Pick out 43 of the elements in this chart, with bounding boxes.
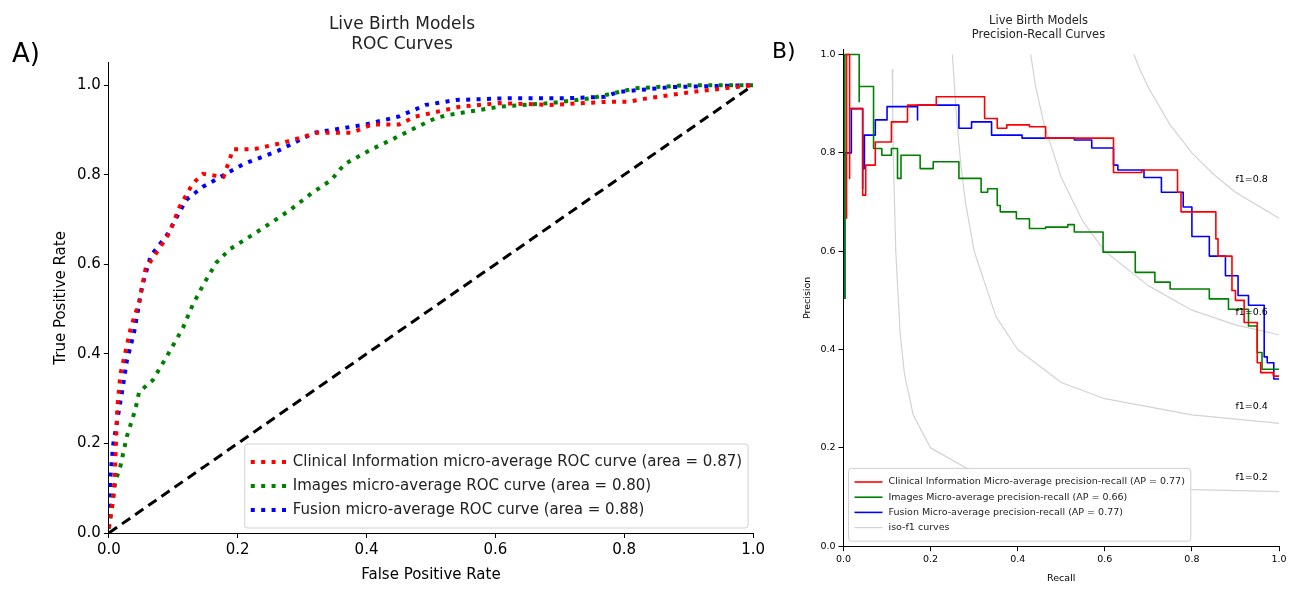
x-axis-title: Recall <box>1047 571 1076 583</box>
legend-label: Clinical Information Micro-average precision-recall (AP = 0.77) <box>888 475 1185 487</box>
y-tick-label: 0.2 <box>820 441 836 453</box>
y-tick-label: 0.8 <box>820 146 836 158</box>
chart-subtitle: Precision-Recall Curves <box>971 26 1106 41</box>
x-tick-label: 0.2 <box>225 539 250 558</box>
text: B) <box>772 38 796 63</box>
x-tick-label: 0.6 <box>483 539 508 558</box>
legend-label: Fusion micro-average ROC curve (area = 0.88) <box>292 499 645 518</box>
legend-label: iso-f1 curves <box>888 521 950 533</box>
legend-label: Clinical Information micro-average ROC curve (area = 0.87) <box>292 451 743 470</box>
x-tick-label: 0.2 <box>923 553 939 565</box>
y-tick-label: 0.2 <box>77 433 101 452</box>
chart-subtitle: ROC Curves <box>351 33 453 54</box>
y-tick-label: 0.8 <box>77 164 101 183</box>
x-tick-label: 0.0 <box>96 539 121 558</box>
x-tick-label: 0.8 <box>612 539 637 558</box>
legend-label: Fusion Micro-average precision-recall (AP = 0.77) <box>888 505 1123 517</box>
y-tick-label: 1.0 <box>77 75 101 94</box>
y-axis-title: True Positive Rate <box>50 231 69 366</box>
y-tick-label: 0.0 <box>77 522 101 541</box>
chart-title: Live Birth Models <box>989 12 1088 27</box>
annotation: f1=0.8 <box>1235 172 1268 184</box>
chart-title: Live Birth Models <box>328 12 476 33</box>
y-tick-label: 0.6 <box>820 244 836 256</box>
annotation: f1=0.2 <box>1235 471 1268 483</box>
y-axis-title: Precision <box>801 276 813 320</box>
y-tick-label: 1.0 <box>820 47 836 59</box>
legend-label: Images Micro-average precision-recall (AP = 0.66) <box>888 490 1128 502</box>
x-tick-label: 1.0 <box>1271 553 1287 565</box>
x-tick-label: 1.0 <box>741 539 765 558</box>
annotation: f1=0.4 <box>1235 399 1268 411</box>
x-axis-title: False Positive Rate <box>361 564 501 583</box>
x-tick-label: 0.0 <box>835 553 852 565</box>
x-tick-label: 0.4 <box>354 539 379 558</box>
y-tick-label: 0.4 <box>820 343 836 354</box>
x-tick-label: 0.4 <box>1010 553 1026 565</box>
x-tick-label: 0.6 <box>1097 553 1113 565</box>
text: A) <box>12 38 40 68</box>
y-tick-label: 0.6 <box>77 254 101 273</box>
y-tick-label: 0.4 <box>77 343 101 362</box>
x-tick-label: 0.8 <box>1184 553 1200 565</box>
legend-label: Images micro-average ROC curve (area = 0.80) <box>292 475 652 494</box>
